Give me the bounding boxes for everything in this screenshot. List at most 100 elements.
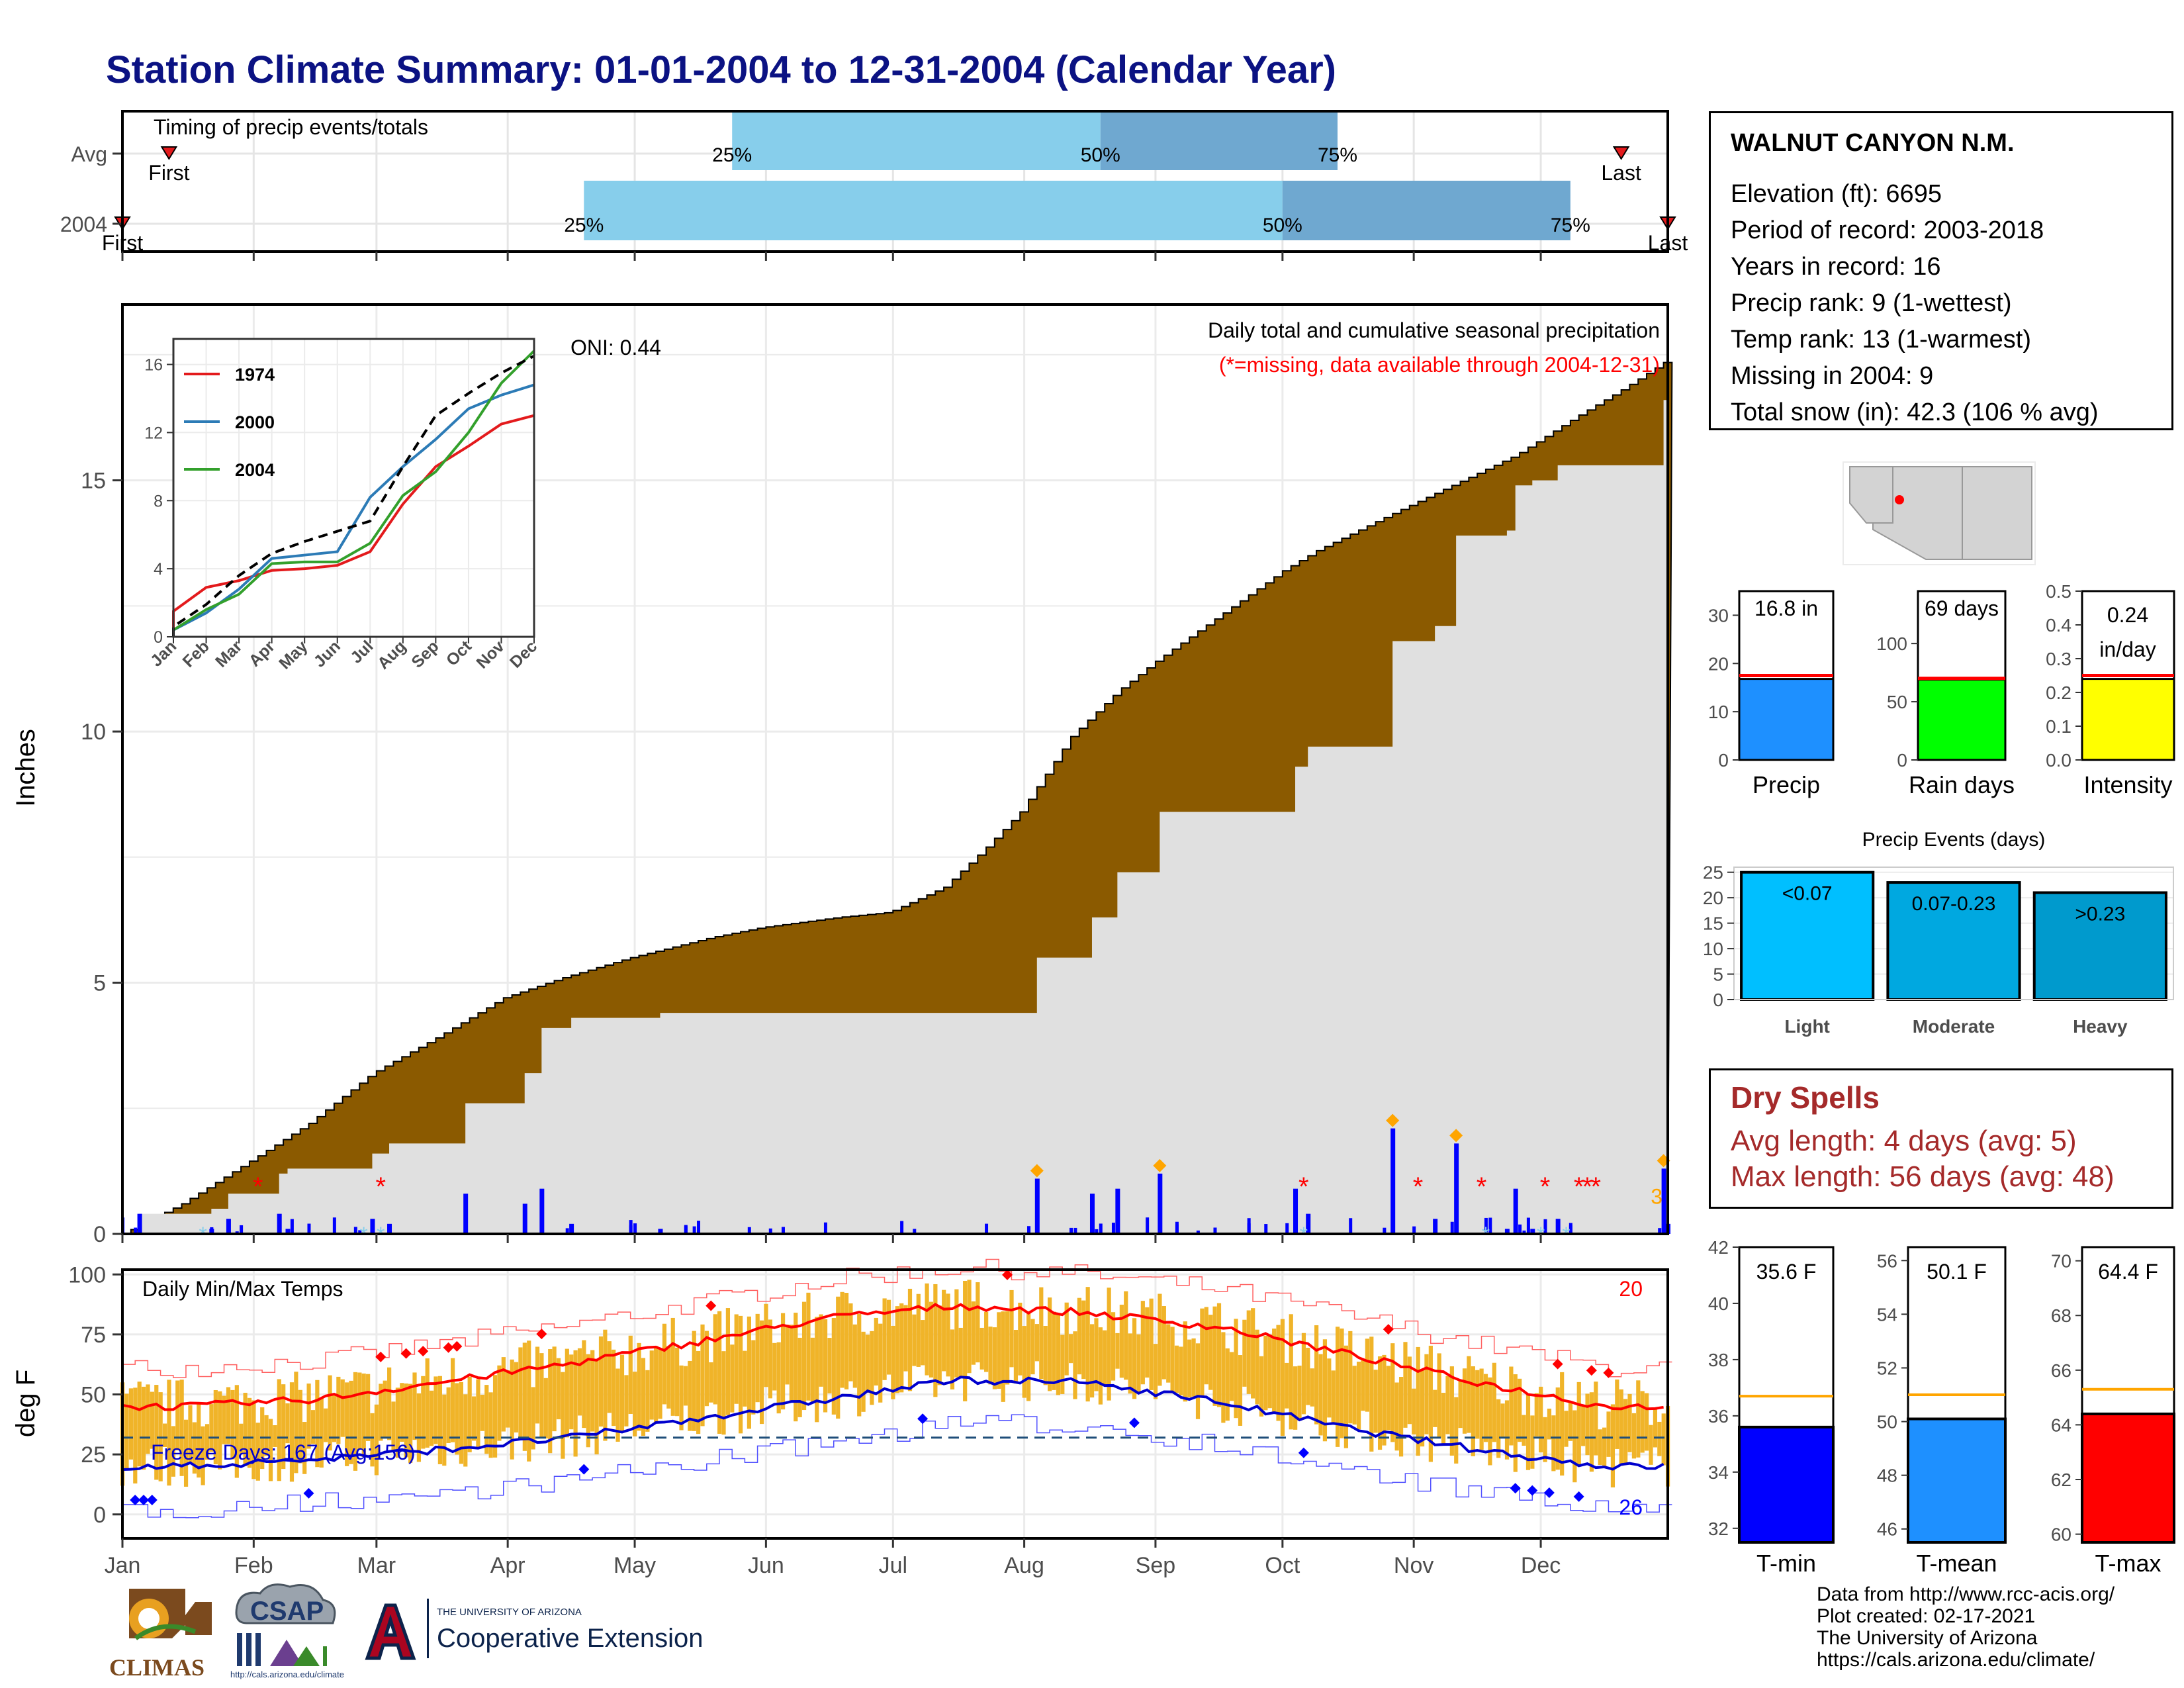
events-ytick-label: 10: [1703, 939, 1723, 959]
daily-temp-bar: [1043, 1326, 1048, 1385]
daily-temp-bar: [1492, 1362, 1496, 1442]
daily-temp-bar: [412, 1372, 417, 1440]
daily-precip-bar: [1247, 1218, 1251, 1234]
daily-temp-bar: [1267, 1334, 1272, 1409]
daily-temp-bar: [725, 1308, 731, 1415]
university-of-arizona-a-icon: [365, 1603, 416, 1660]
inset-bg: [173, 339, 534, 637]
avg-max-line: [122, 1303, 1664, 1411]
avg-min-line: [122, 1376, 1664, 1471]
daily-temp-bar: [281, 1384, 286, 1470]
daily-temp-bar: [561, 1372, 565, 1459]
daily-precip-bar: [370, 1219, 375, 1234]
daily-temp-bar: [209, 1404, 214, 1452]
daily-temp-bar: [1504, 1400, 1510, 1460]
daily-temp-bar: [1412, 1388, 1416, 1434]
daily-precip-bar: [565, 1228, 569, 1234]
daily-temp-bar: [324, 1408, 328, 1442]
intensity-ytick-label: 0.0: [2046, 750, 2071, 771]
tmean-ytick-label: 48: [1877, 1466, 1897, 1486]
intensity-ytick-label: 0.1: [2046, 716, 2071, 737]
month-label: Jun: [748, 1553, 784, 1578]
cumulative-observed-area: [122, 390, 1668, 1234]
daily-temp-bar: [146, 1384, 150, 1454]
daily-precip-bar: [1034, 1178, 1040, 1234]
daily-temp-bar: [666, 1346, 671, 1409]
rain-days-bar: [1917, 679, 2007, 761]
missing-day-marker: *: [1590, 1172, 1601, 1201]
daily-temp-bar: [1428, 1345, 1433, 1462]
missing-day-marker: *: [1477, 1172, 1487, 1201]
daily-temp-bar: [861, 1331, 866, 1412]
daily-temp-bar: [1479, 1368, 1484, 1450]
daily-temp-bar: [645, 1370, 650, 1432]
daily-temp-bar: [607, 1341, 612, 1413]
daily-temp-bar: [1433, 1389, 1437, 1427]
daily-temp-bar: [289, 1382, 295, 1482]
daily-temp-bar: [1018, 1302, 1023, 1376]
daily-temp-bar: [1386, 1366, 1390, 1430]
timing-p75-label: 75%: [1318, 144, 1357, 166]
precip-ytick-label: 5: [93, 971, 106, 996]
temp-ytick-label: 75: [81, 1323, 106, 1348]
daily-temp-bar: [603, 1329, 608, 1441]
page-title: Station Climate Summary: 01-01-2004 to 1…: [106, 48, 1336, 91]
inset-ytick-label: 0: [154, 628, 163, 647]
daily-precip-bar: [1294, 1227, 1298, 1234]
daily-temp-bar: [302, 1422, 307, 1474]
daily-temp-bar: [1560, 1372, 1565, 1476]
daily-temp-bar: [374, 1404, 379, 1476]
daily-temp-bar: [437, 1376, 442, 1464]
tmin-ytick-label: 42: [1708, 1237, 1729, 1258]
daily-temp-bar: [692, 1331, 696, 1431]
precip-ytick-label: 20: [1708, 653, 1729, 674]
daily-temp-bar: [1636, 1380, 1641, 1458]
daily-temp-bar: [433, 1376, 438, 1444]
daily-temp-bar: [353, 1372, 358, 1471]
station-period: Period of record: 2003-2018: [1731, 216, 2044, 244]
daily-temp-bar: [349, 1380, 353, 1464]
timing-q2-bar: [1100, 111, 1338, 170]
month-label: Sep: [1136, 1553, 1176, 1578]
daily-temp-bar: [150, 1391, 154, 1449]
intensity-bar: [2081, 678, 2175, 761]
daily-precip-bar: [1658, 1228, 1662, 1234]
daily-temp-bar: [1174, 1345, 1179, 1393]
daily-precip-bar: [1175, 1224, 1179, 1234]
daily-temp-bar: [539, 1353, 544, 1438]
daily-temp-bar: [1242, 1319, 1247, 1387]
extreme-marker: [1153, 1158, 1167, 1172]
daily-precip-bar: [1213, 1227, 1217, 1234]
daily-temp-bar: [1373, 1370, 1378, 1433]
daily-precip-bar: [1555, 1219, 1561, 1234]
daily-temp-bar: [1081, 1300, 1086, 1380]
inset-legend-label: 2004: [235, 460, 275, 480]
daily-temp-bar: [1208, 1315, 1213, 1390]
daily-temp-bar: [264, 1415, 269, 1456]
precip-events-title: Precip Events (days): [1862, 829, 2046, 851]
daily-temp-bar: [1340, 1328, 1344, 1438]
daily-temp-bar: [1204, 1307, 1208, 1385]
daily-temp-bar: [1585, 1393, 1590, 1456]
daily-temp-bar: [1077, 1297, 1081, 1375]
daily-temp-bar: [188, 1405, 193, 1464]
daily-temp-bar: [1255, 1329, 1259, 1405]
record-high-marker: [451, 1340, 463, 1352]
daily-temp-bar: [848, 1303, 853, 1382]
daily-temp-bar: [954, 1289, 959, 1378]
daily-temp-bar: [946, 1293, 950, 1377]
daily-precip-bar: [1661, 1168, 1666, 1234]
daily-temp-bar: [1285, 1362, 1289, 1409]
ua-large-text: Cooperative Extension: [437, 1624, 704, 1653]
daily-precip-bar: [692, 1226, 696, 1234]
daily-temp-bar: [1649, 1425, 1653, 1465]
precip-title-line2: (*=missing, data available through 2004-…: [1219, 353, 1660, 377]
daily-temp-bar: [1068, 1334, 1073, 1364]
daily-temp-bar: [929, 1301, 934, 1378]
daily-temp-bar: [167, 1380, 171, 1486]
credit-university: The University of Arizona: [1817, 1627, 2038, 1649]
daily-temp-bar: [1234, 1319, 1238, 1419]
daily-temp-bar: [1022, 1326, 1026, 1398]
